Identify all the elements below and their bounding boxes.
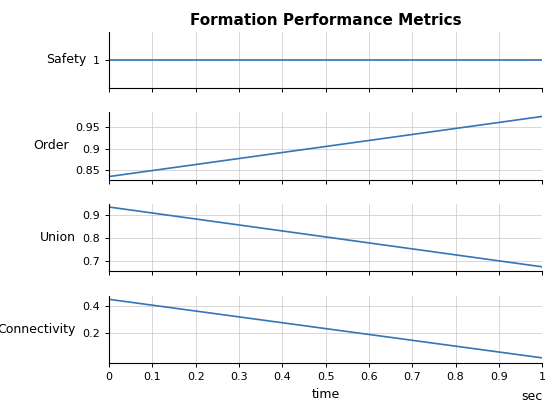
Y-axis label: Union: Union bbox=[39, 231, 76, 244]
Y-axis label: Connectivity: Connectivity bbox=[0, 323, 76, 336]
Text: sec: sec bbox=[521, 390, 542, 403]
X-axis label: time: time bbox=[311, 388, 340, 401]
Y-axis label: Order: Order bbox=[33, 139, 68, 152]
Title: Formation Performance Metrics: Formation Performance Metrics bbox=[190, 13, 461, 28]
Y-axis label: Safety: Safety bbox=[46, 53, 86, 66]
